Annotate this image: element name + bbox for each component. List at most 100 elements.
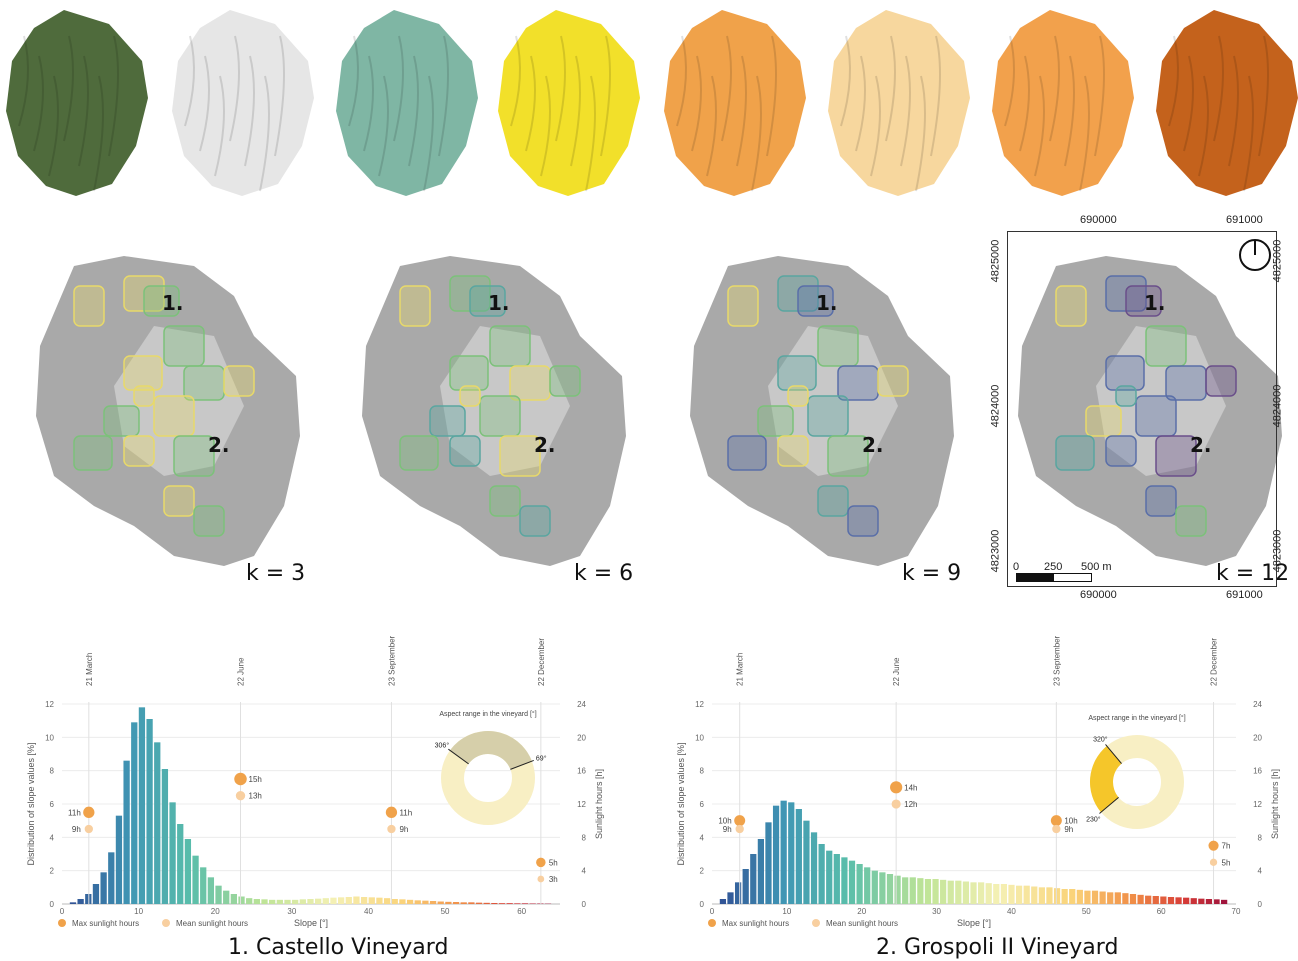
slope-bar xyxy=(422,900,429,904)
slope-bar xyxy=(810,832,818,904)
slope-bar xyxy=(1183,897,1190,904)
date-label: 22 June xyxy=(237,657,246,686)
slope-bar xyxy=(985,883,992,904)
slope-bar xyxy=(192,855,199,904)
max-sunlight-point xyxy=(536,857,546,868)
slope-bar xyxy=(864,867,871,904)
max-sunlight-point xyxy=(734,815,746,827)
slope-bar xyxy=(483,902,490,904)
slope-bar xyxy=(894,875,901,904)
slope-bar xyxy=(246,898,253,904)
slope-bar xyxy=(1213,899,1220,904)
slope-bar xyxy=(1015,885,1023,904)
mean-sunlight-point xyxy=(537,875,545,883)
mean-sunlight-label: 9h xyxy=(72,825,81,834)
slope-bar xyxy=(1152,896,1159,904)
x-tick-label: 30 xyxy=(287,907,296,916)
aspect-bound-line xyxy=(1105,744,1122,764)
slope-bar xyxy=(1221,899,1228,904)
x-tick-label: 40 xyxy=(364,907,373,916)
slope-bar xyxy=(452,902,460,904)
slope-bar xyxy=(1205,899,1213,904)
slope-bar xyxy=(491,903,498,904)
donut-title: Aspect range in the vineyard [°] xyxy=(439,710,536,718)
slope-bar xyxy=(917,878,924,904)
slope-bar xyxy=(146,719,153,904)
slope-bar xyxy=(399,899,406,904)
max-sunlight-point xyxy=(1208,840,1219,851)
slope-bar xyxy=(871,870,878,904)
slope-bar xyxy=(353,896,360,904)
max-sunlight-point xyxy=(1050,815,1062,827)
slope-bar xyxy=(955,880,962,904)
slope-bar xyxy=(230,894,238,904)
slope-bar xyxy=(360,897,368,904)
y2-tick-label: 4 xyxy=(582,867,587,876)
slope-bar xyxy=(947,880,954,904)
date-label: 22 December xyxy=(537,638,546,686)
slope-bar xyxy=(460,902,467,904)
coord-y-left-mid: 4824000 xyxy=(989,384,1002,428)
legend-max-marker xyxy=(708,919,716,927)
max-sunlight-label: 14h xyxy=(904,783,917,792)
x-tick-label: 0 xyxy=(710,907,715,916)
mean-sunlight-point xyxy=(891,799,901,809)
slope-bar xyxy=(529,903,536,904)
slope-bar xyxy=(253,899,260,904)
mean-sunlight-point xyxy=(1209,858,1218,866)
vineyard-2-label: 2. xyxy=(862,433,884,457)
aspect-start-label: 230° xyxy=(1086,816,1101,824)
y-tick-label: 0 xyxy=(700,900,705,909)
y-tick-label: 6 xyxy=(700,800,705,809)
slope-bar xyxy=(1008,884,1015,904)
slope-bar xyxy=(848,860,856,904)
slope-bar xyxy=(391,899,398,904)
slope-bar xyxy=(719,899,727,904)
slope-bar xyxy=(1046,887,1053,904)
slope-bar xyxy=(879,872,886,904)
coord-y-left-bottom: 4823000 xyxy=(989,529,1002,573)
y2-tick-label: 16 xyxy=(1253,767,1262,776)
x-tick-label: 50 xyxy=(1082,907,1091,916)
max-sunlight-point xyxy=(83,806,95,818)
slope-bar xyxy=(788,802,795,904)
y2-tick-label: 0 xyxy=(1258,900,1263,909)
max-sunlight-label: 10h xyxy=(1064,817,1077,826)
slope-bar xyxy=(169,802,176,904)
slope-bar xyxy=(177,824,184,904)
slope-bar xyxy=(537,903,544,904)
thematic-map-vineyards-outline xyxy=(172,10,314,196)
slope-bar xyxy=(123,760,130,904)
x-tick-label: 40 xyxy=(1007,907,1016,916)
slope-bar xyxy=(284,899,291,904)
y-tick-label: 12 xyxy=(45,700,54,709)
aspect-range-arc xyxy=(449,731,532,770)
date-label: 22 June xyxy=(892,657,901,686)
aspect-bound-line xyxy=(1099,797,1119,814)
vineyard-2-label: 2. xyxy=(208,433,230,457)
slope-bar xyxy=(315,898,322,904)
aspect-end-label: 320° xyxy=(1093,735,1108,743)
slope-bar xyxy=(269,899,276,904)
y-axis-label: Distribution of slope values [%] xyxy=(26,742,36,865)
aspect-bound-line xyxy=(510,759,534,770)
slope-bar xyxy=(154,742,161,904)
scale-label-0: 0 xyxy=(1013,561,1020,573)
slope-bar xyxy=(383,898,391,904)
mean-sunlight-label: 9h xyxy=(1064,825,1073,834)
slope-bar xyxy=(886,874,894,904)
x-tick-label: 60 xyxy=(1157,907,1166,916)
vineyard-1-label: 1. xyxy=(488,291,510,315)
slope-bar xyxy=(414,900,421,904)
coord-y-right-bottom: 4823000 xyxy=(1271,529,1284,573)
slope-bar xyxy=(940,879,947,904)
coord-y-right-mid: 4824000 xyxy=(1271,384,1284,428)
slope-bar xyxy=(1069,889,1076,904)
slope-bar xyxy=(215,885,222,904)
thematic-map-sun-june xyxy=(828,10,970,196)
coord-y-left-top: 4825000 xyxy=(989,239,1002,283)
vineyard-1-label: 1. xyxy=(162,291,184,315)
slope-bar xyxy=(909,877,916,904)
x-tick-label: 30 xyxy=(932,907,941,916)
scale-label-500: 500 m xyxy=(1081,561,1112,573)
